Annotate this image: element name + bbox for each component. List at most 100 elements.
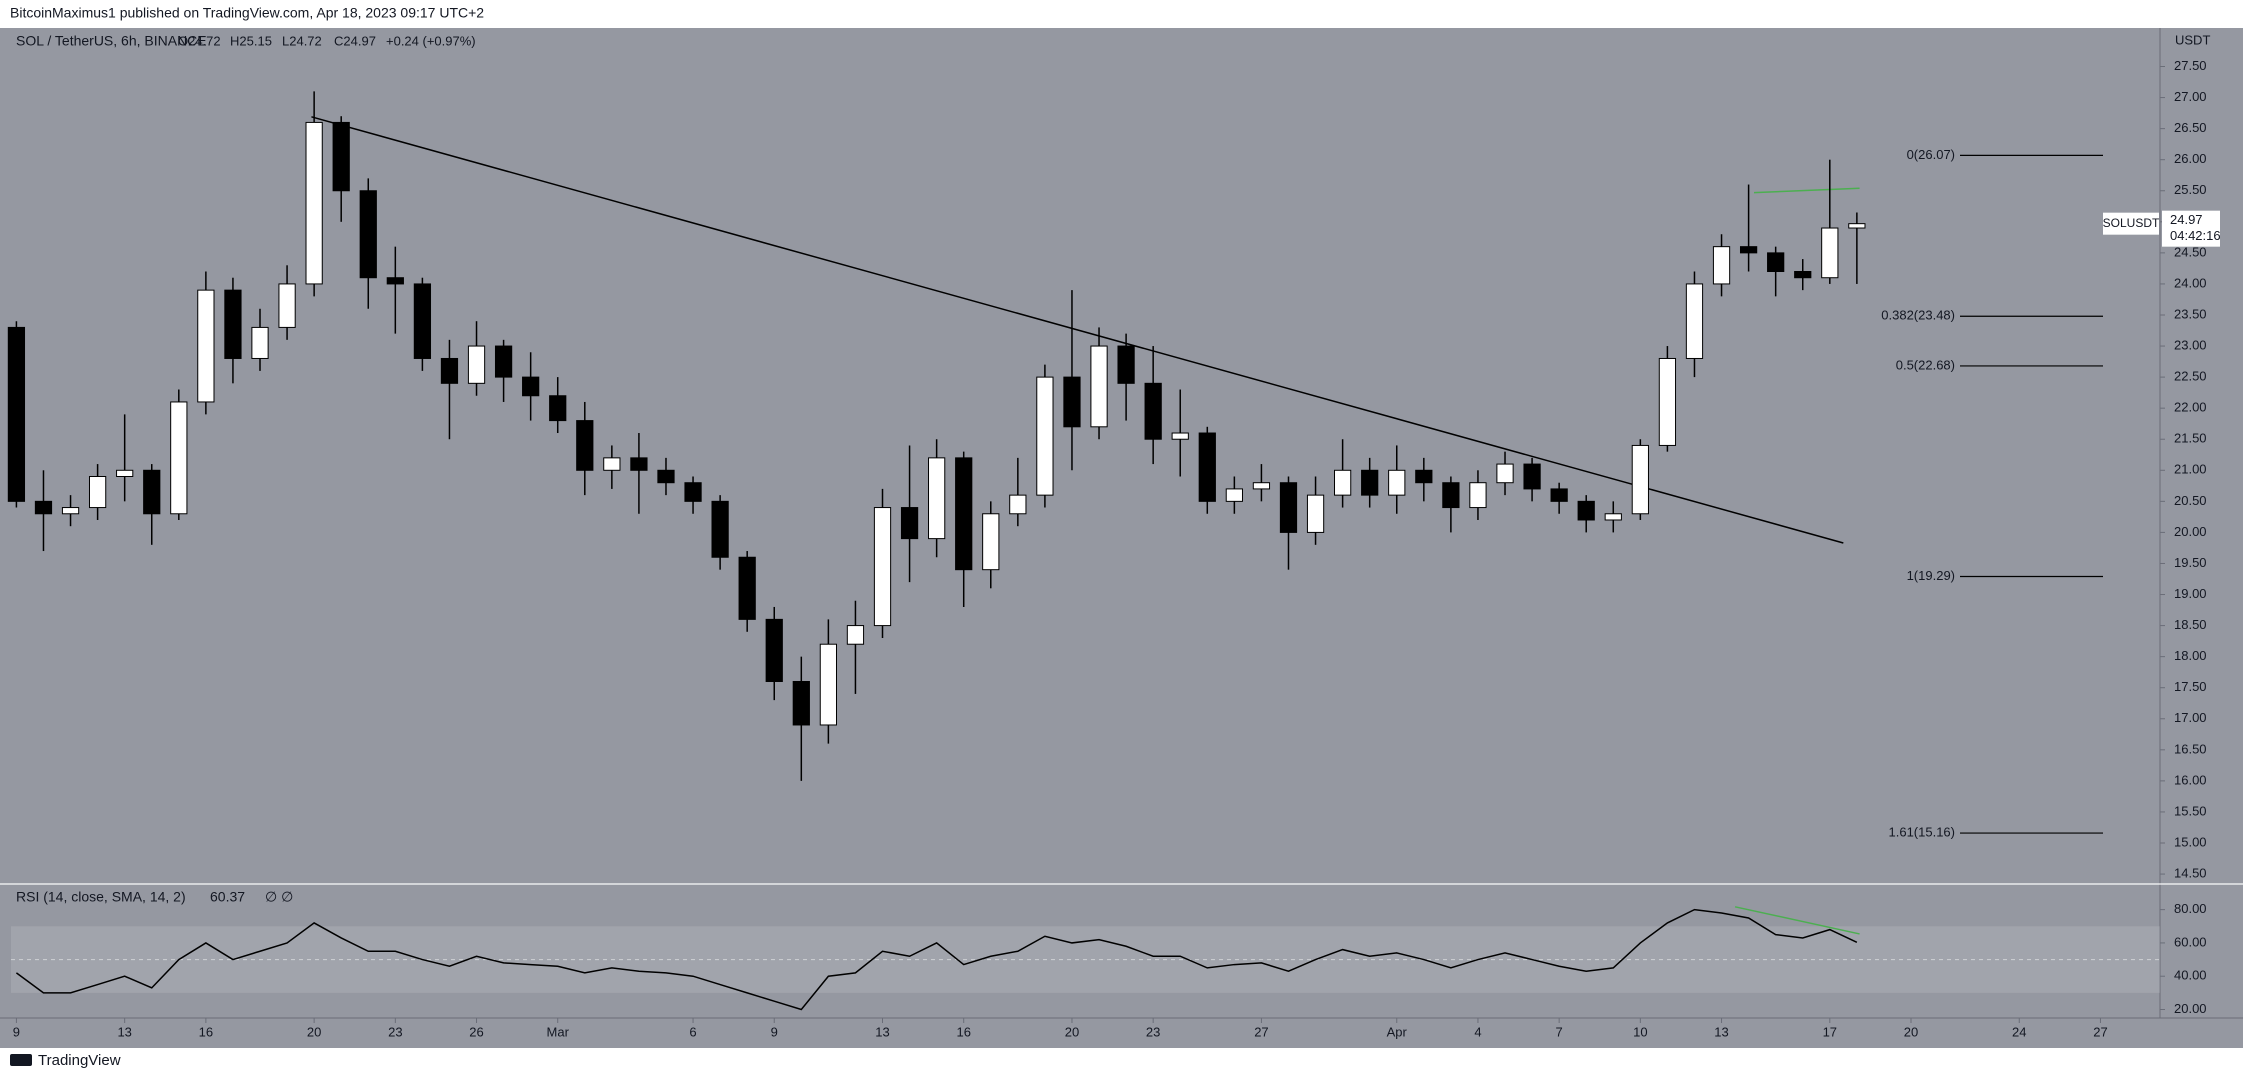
candle-body [1821,227,1839,279]
price-tag-value: 24.97 [2170,212,2203,227]
candle-body [197,289,215,403]
rsi-extra: ∅ ∅ [265,889,293,905]
price-tag-box [2162,210,2220,247]
candle-body [251,326,269,359]
x-tick-label: 16 [956,1024,970,1039]
legend-item: C24.97 [334,33,376,48]
y-tick-label: 18.00 [2174,648,2207,663]
candle-body [1685,283,1704,359]
x-tick-label: 17 [1823,1024,1837,1039]
x-tick-label: 6 [689,1024,696,1039]
symbol-tag: SOLUSDT [2103,216,2160,230]
fib-label: 1.61(15.16) [1889,824,1956,839]
candle-body [522,376,540,397]
candle-body [630,457,648,471]
candle-body [170,401,188,515]
x-tick-label: Apr [1387,1024,1408,1039]
candle-body [1523,463,1541,490]
candle-body [224,289,242,359]
candle-body [440,357,459,384]
candle-body [1361,469,1379,496]
candle-body [657,469,675,484]
legend-item: O24.72 [178,33,221,48]
trendline [1753,187,1860,194]
symbol-title: SOL / TetherUS, 6h, BINANCE [16,33,207,49]
candle-body [1496,463,1514,484]
candle-body [305,121,323,285]
fib-label: 0(26.07) [1907,147,1955,162]
candle-body [1117,345,1135,384]
candle-body [1306,494,1325,533]
price-tag-countdown: 04:42:16 [2170,228,2221,243]
candle-body [1739,246,1758,254]
footer-brand: TradingView [38,1052,121,1069]
y-tick-label: 23.50 [2174,306,2207,321]
candle-body [1334,469,1352,496]
candle-body [711,500,729,558]
candle-body [143,469,161,515]
candle-body [494,345,513,378]
candle-body [846,625,865,645]
y-tick-label: 19.50 [2174,555,2207,570]
candle-body [1631,444,1649,515]
candle-body [1171,432,1189,440]
candle-body [955,457,973,571]
y-tick-label: 25.50 [2174,182,2207,197]
rsi-y-tick-label: 80.00 [2174,901,2207,916]
y-tick-label: 22.00 [2174,400,2207,415]
logo-icon [10,1054,32,1066]
candle-body [1794,271,1812,279]
x-tick-label: 27 [1254,1024,1268,1039]
x-tick-label: 13 [117,1024,131,1039]
legend-item: +0.24 (+0.97%) [386,33,476,48]
candle-body [1279,482,1298,533]
candle-body [1415,469,1433,484]
x-tick-label: 23 [388,1024,402,1039]
y-tick-label: 21.50 [2174,431,2207,446]
candle-body [1252,482,1271,490]
x-tick-label: 9 [771,1024,778,1039]
fib-label: 0.5(22.68) [1896,357,1955,372]
candle-body [386,277,404,285]
x-tick-label: 20 [307,1024,321,1039]
candle-body [1550,488,1568,502]
candle-body [549,395,567,422]
y-tick-label: 27.00 [2174,89,2207,104]
x-tick-label: 20 [1065,1024,1079,1039]
candle-body [1767,252,1785,273]
fib-label: 0.382(23.48) [1881,308,1955,323]
x-tick-label: 27 [2093,1024,2107,1039]
candle-body [1469,482,1487,509]
candle-body [1090,345,1108,428]
y-tick-label: 16.50 [2174,741,2207,756]
candle-body [1225,488,1243,502]
x-tick-label: 13 [1714,1024,1728,1039]
x-tick-label: 26 [469,1024,483,1039]
candle-body [359,190,377,279]
rsi-value: 60.37 [210,889,245,905]
y-tick-label: 18.50 [2174,617,2207,632]
candle-body [1036,376,1054,496]
candle-body [684,482,702,502]
y-tick-label: 15.00 [2174,834,2207,849]
candle-body [928,457,946,540]
y-tick-label: 19.00 [2174,586,2207,601]
y-tick-label: 23.00 [2174,337,2207,352]
y-tick-label: 27.50 [2174,58,2207,73]
candle-body [1442,482,1460,509]
candle-body [982,513,1000,571]
candle-body [413,283,432,359]
x-tick-label: 4 [1474,1024,1481,1039]
candle-body [88,475,107,509]
x-tick-label: Mar [547,1024,570,1039]
x-tick-label: 7 [1556,1024,1563,1039]
candle-body [1198,432,1216,502]
legend-item: L24.72 [282,33,322,48]
y-tick-label: 22.50 [2174,369,2207,384]
candle-body [1388,469,1406,496]
candle-body [278,283,296,328]
x-tick-label: 10 [1633,1024,1647,1039]
y-tick-label: 26.00 [2174,151,2207,166]
